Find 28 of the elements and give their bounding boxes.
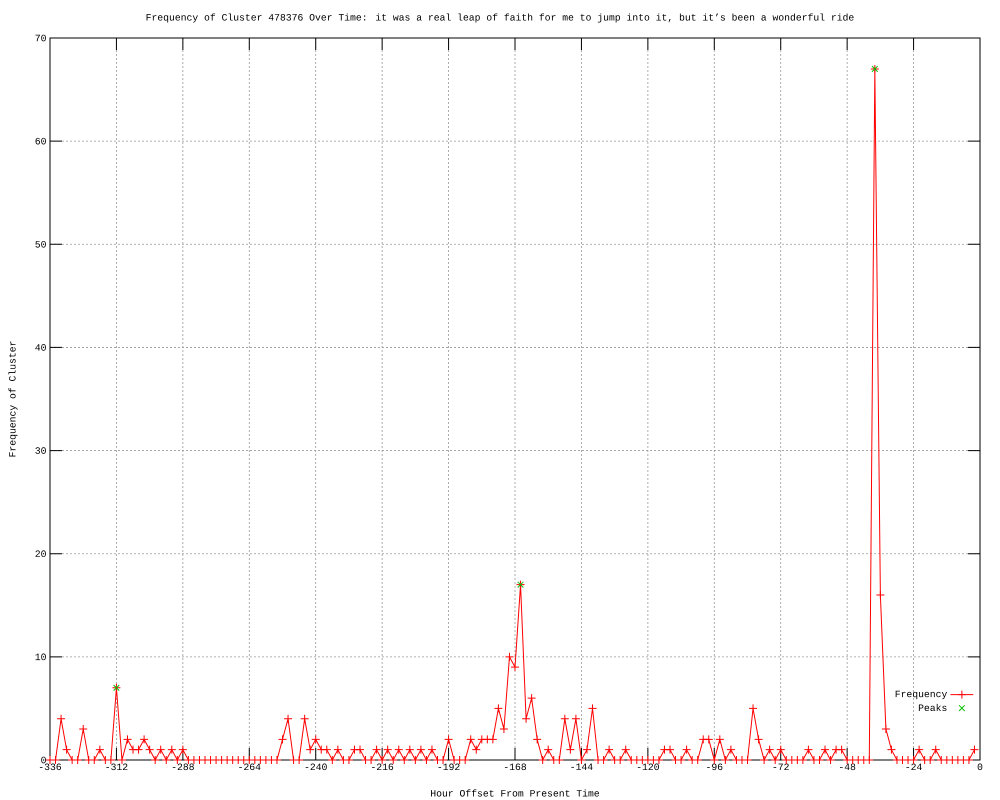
x-tick-label: -216 [372,764,394,770]
x-tick-label: -192 [438,764,460,770]
y-tick-label: 70 [36,34,46,42]
x-tick-label: -312 [106,764,128,770]
x-tick-label: -144 [571,764,593,770]
y-tick-label: 10 [36,654,46,660]
y-tick-label: 60 [36,138,46,144]
y-tick-label: 40 [35,344,46,351]
x-tick-label: -48 [840,764,856,770]
x-tick-label: -120 [638,764,659,770]
x-axis-title: Hour Offset From Present Time [431,789,600,797]
chart-title: Frequency of Cluster 478376 Over Time: it was a real leap of faith for me to jump into it, but it’s been a wonderful ride [146,13,854,23]
x-tick-label: -96 [707,764,722,770]
x-tick-label: -168 [504,764,526,770]
x-tick-label: -24 [906,764,922,770]
x-tick-label: 0 [978,764,982,770]
legend-label: Peaks [918,704,947,712]
y-tick-label: 20 [35,550,46,558]
x-tick-label: -336 [40,764,62,770]
y-tick-label: 30 [35,447,46,454]
x-tick-label: -240 [306,764,327,770]
y-tick-label: 50 [35,240,46,248]
y-tick-label: 0 [41,756,46,764]
x-tick-label: -288 [172,764,194,770]
x-tick-label: -264 [239,764,260,770]
legend-label: Frequency [896,690,947,700]
x-tick-label: -72 [774,764,789,770]
y-axis-title: Frequency of Cluster [8,341,18,456]
